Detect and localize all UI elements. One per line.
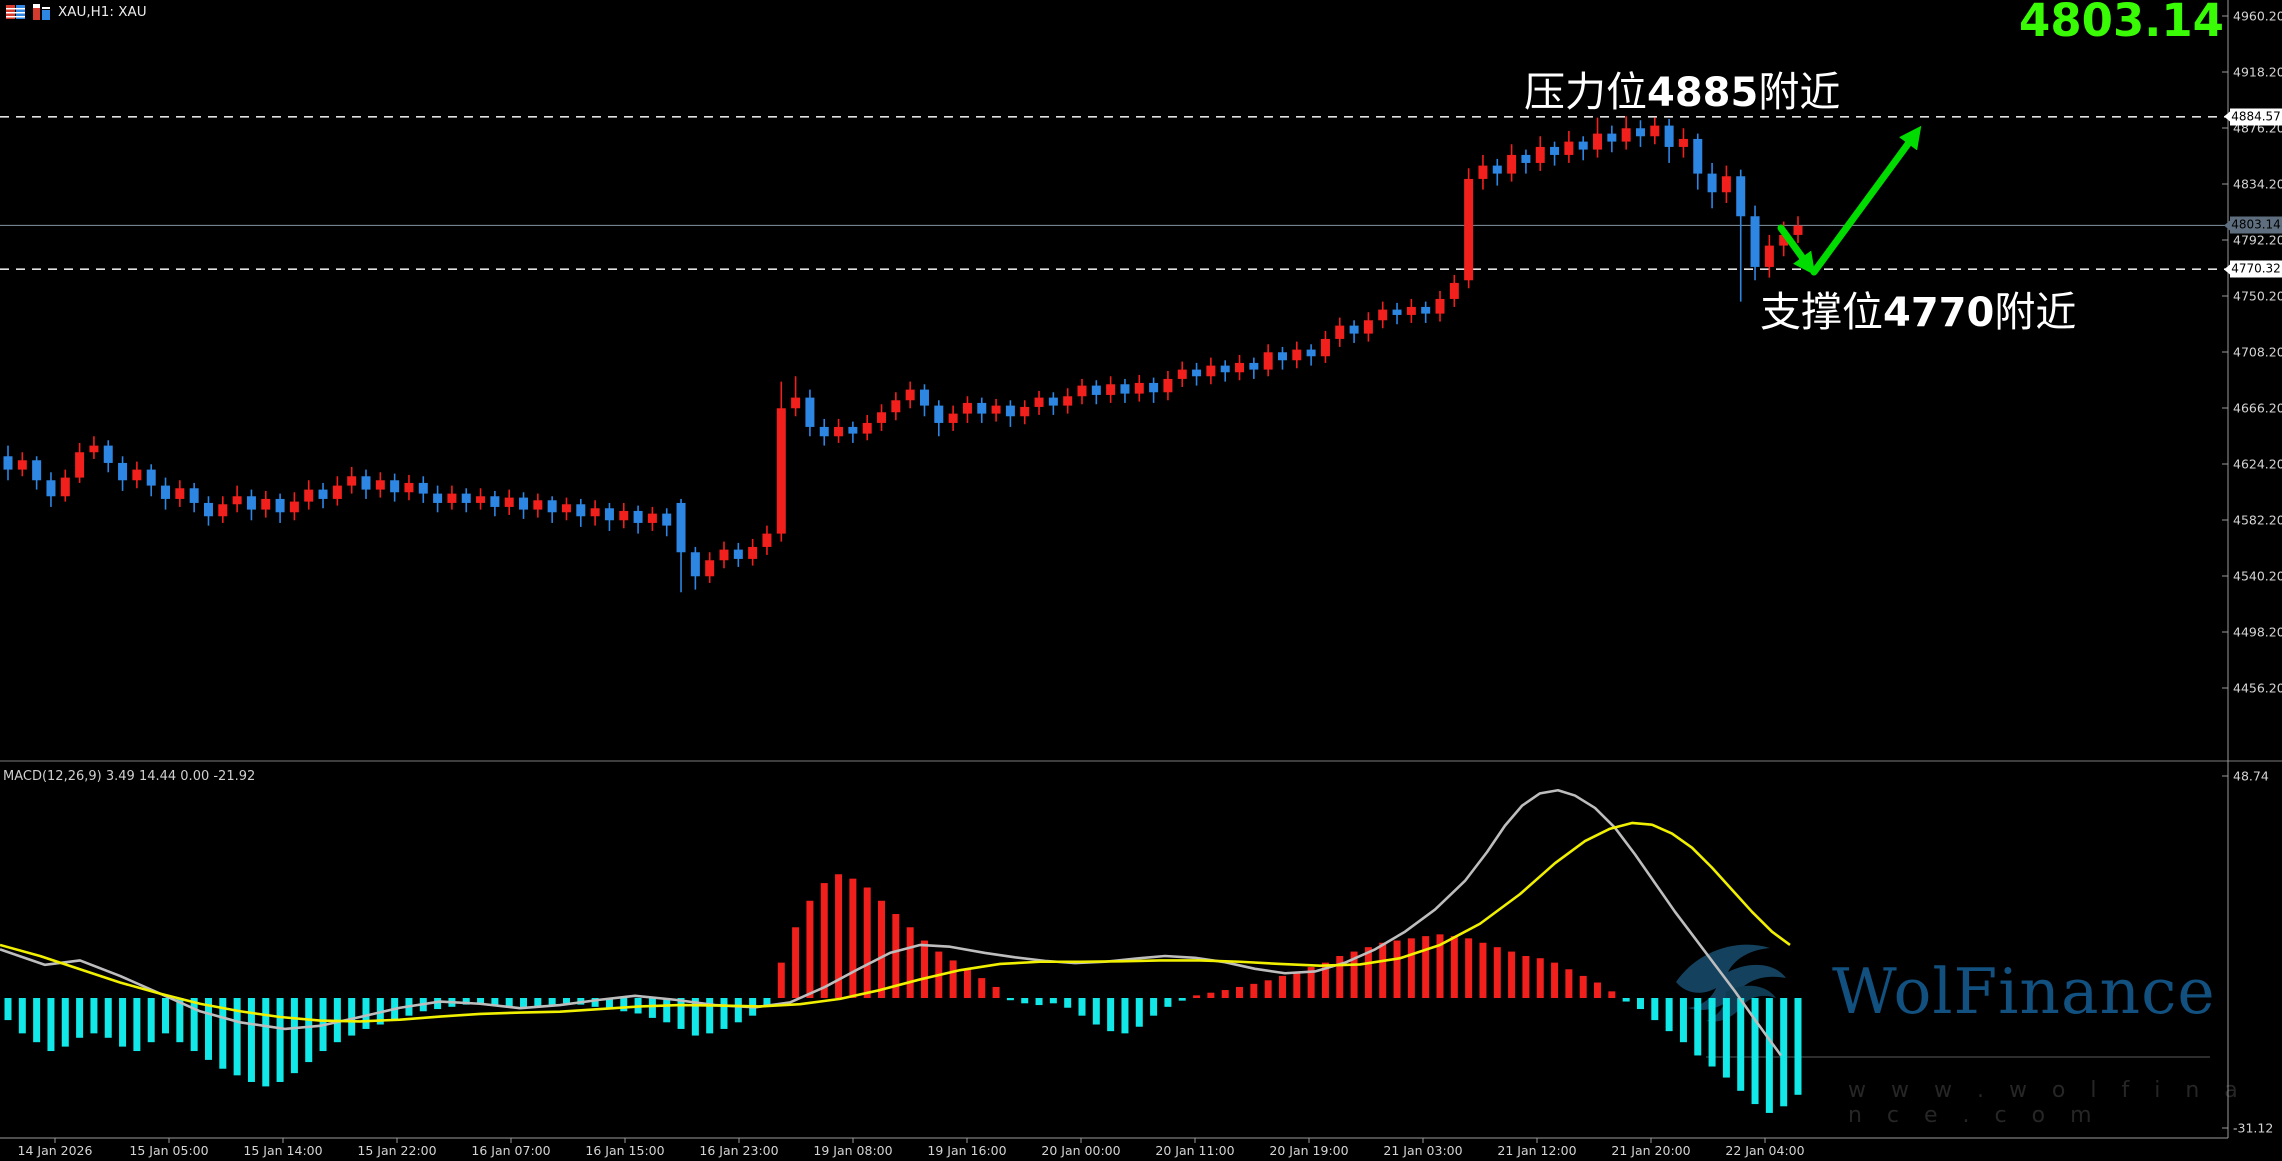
price-axis-label: 4834.20: [2233, 176, 2282, 192]
price-axis-label: 4540.20: [2233, 568, 2282, 584]
resistance-annotation: 压力位4885附近: [1524, 58, 1840, 118]
price-tag: 4803.14: [2224, 216, 2282, 234]
price-axis-label: 4456.20: [2233, 680, 2282, 696]
price-axis-label: 4960.20: [2233, 8, 2282, 24]
macd-indicator-label: MACD(12,26,9) 3.49 14.44 0.00 -21.92: [3, 769, 256, 784]
time-axis-label: 15 Jan 22:00: [357, 1143, 437, 1158]
price-axis-label: 4666.20: [2233, 400, 2282, 416]
time-axis-label: 19 Jan 08:00: [813, 1143, 893, 1158]
watermark-url: w w w . w o l f i n a n c e . c o m: [1848, 1078, 2247, 1128]
time-axis-label: 16 Jan 15:00: [585, 1143, 665, 1158]
time-axis-label: 14 Jan 2026: [17, 1143, 93, 1158]
time-axis-label: 20 Jan 00:00: [1041, 1143, 1121, 1158]
support-annotation-number: 4770: [1883, 290, 1995, 336]
price-axis-label: 4498.20: [2233, 624, 2282, 640]
support-annotation-suffix: 附近: [1994, 288, 2077, 336]
time-axis-label: 16 Jan 07:00: [471, 1143, 551, 1158]
resistance-annotation-suffix: 附近: [1758, 68, 1841, 116]
time-axis-label: 15 Jan 14:00: [243, 1143, 323, 1158]
price-tag-pointer-icon: [2224, 264, 2230, 275]
watermark-text: WolFinance: [1832, 955, 2216, 1028]
price-tag-pointer-icon: [2224, 111, 2230, 122]
support-annotation: 支撑位4770附近: [1760, 278, 2076, 338]
price-axis-label: 4750.20: [2233, 288, 2282, 304]
macd-axis-min: -31.12: [2233, 1120, 2274, 1136]
price-axis-label: 4792.20: [2233, 232, 2282, 248]
price-tag-pointer-icon: [2224, 220, 2230, 231]
price-axis-label: 4582.20: [2233, 512, 2282, 528]
time-axis-label: 20 Jan 19:00: [1269, 1143, 1349, 1158]
time-axis-label: 19 Jan 16:00: [927, 1143, 1007, 1158]
time-axis-label: 21 Jan 12:00: [1497, 1143, 1577, 1158]
chart-title-bar: XAU,H1: XAU: [6, 3, 147, 21]
resistance-annotation-number: 4885: [1647, 70, 1759, 116]
price-axis-label: 4708.20: [2233, 344, 2282, 360]
symbol-timeframe-label: XAU,H1: XAU: [58, 4, 147, 20]
time-axis-label: 16 Jan 23:00: [699, 1143, 779, 1158]
chart-window-icon: [33, 4, 50, 20]
price-axis-label: 4624.20: [2233, 456, 2282, 472]
resistance-annotation-prefix: 压力位: [1524, 68, 1647, 116]
price-axis-label: 4918.20: [2233, 64, 2282, 80]
time-axis-label: 22 Jan 04:00: [1725, 1143, 1805, 1158]
time-axis-label: 21 Jan 20:00: [1611, 1143, 1691, 1158]
price-tag: 4884.57: [2224, 108, 2282, 126]
time-axis-label: 15 Jan 05:00: [129, 1143, 209, 1158]
quotes-grid-icon: [6, 5, 25, 19]
support-annotation-prefix: 支撑位: [1760, 288, 1883, 336]
time-axis-label: 20 Jan 11:00: [1155, 1143, 1235, 1158]
current-price-readout: 4803.14: [2019, 0, 2224, 47]
price-tag: 4770.32: [2224, 260, 2282, 278]
time-axis-label: 21 Jan 03:00: [1383, 1143, 1463, 1158]
macd-axis-max: 48.74: [2233, 768, 2269, 784]
